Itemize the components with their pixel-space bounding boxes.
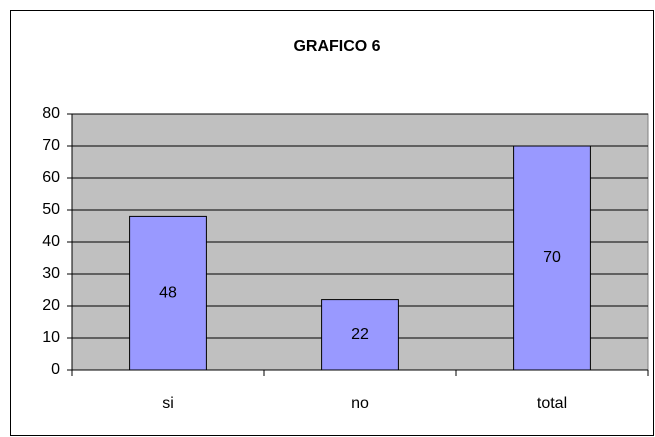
x-tick-label: total — [537, 395, 567, 412]
y-tick-label: 10 — [42, 329, 60, 346]
data-label: 70 — [543, 249, 561, 266]
data-label: 22 — [351, 326, 369, 343]
y-tick-label: 30 — [42, 265, 60, 282]
x-tick-label: no — [351, 395, 369, 412]
chart-title: GRAFICO 6 — [293, 38, 380, 55]
bar — [321, 299, 399, 371]
bar — [129, 215, 207, 371]
y-tick-label: 20 — [42, 297, 60, 314]
x-tick-label: si — [162, 395, 174, 412]
y-tick-label: 60 — [42, 169, 60, 186]
data-label: 48 — [159, 284, 177, 301]
y-tick-label: 0 — [51, 361, 60, 378]
y-tick-label: 50 — [42, 201, 60, 218]
y-tick-label: 80 — [42, 105, 60, 122]
y-tick-label: 40 — [42, 233, 60, 250]
y-tick-label: 70 — [42, 137, 60, 154]
bar — [513, 145, 591, 371]
